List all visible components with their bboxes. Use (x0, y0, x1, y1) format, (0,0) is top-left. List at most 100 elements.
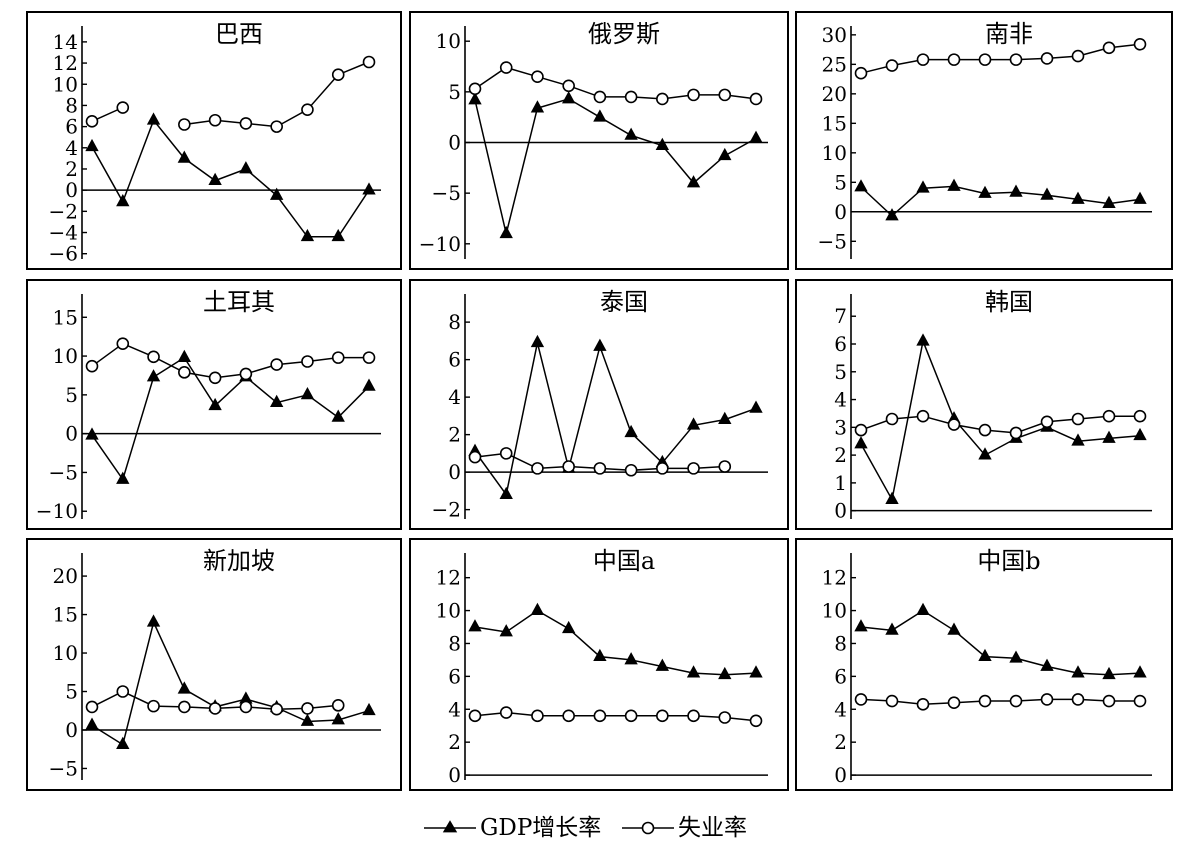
data-point-unemployment (718, 460, 732, 473)
y-tick-label: 12 (436, 566, 461, 590)
panel-frame (26, 538, 402, 791)
data-point-unemployment (562, 79, 575, 93)
legend-entry-unemployment: 失业率 (622, 815, 747, 841)
series-line-gdp (860, 609, 1141, 676)
panel-title: 韩国 (985, 288, 1033, 316)
series-gdp (854, 178, 1147, 221)
data-point-gdp (116, 736, 130, 750)
data-point-gdp (530, 602, 545, 615)
data-point-gdp (1133, 427, 1147, 441)
data-point-gdp (499, 486, 513, 500)
data-point-unemployment (749, 714, 763, 728)
data-point-unemployment (331, 68, 345, 82)
data-point-gdp (331, 712, 345, 725)
data-point-unemployment (331, 351, 345, 364)
panel-frame (409, 279, 789, 530)
data-point-unemployment (1071, 412, 1085, 426)
legend-gdp-label: GDP增长率 (480, 815, 601, 841)
y-tick-label: 15 (53, 305, 78, 329)
data-point-gdp (593, 338, 607, 351)
data-point-unemployment (624, 90, 638, 104)
data-point-unemployment (916, 409, 930, 423)
data-point-gdp (718, 411, 732, 425)
y-tick-label: 30 (822, 23, 847, 47)
series-gdp (85, 614, 376, 750)
y-tick-label: 0 (448, 763, 461, 787)
series-gdp (85, 112, 376, 242)
data-point-gdp (885, 208, 899, 221)
panel-frame (26, 279, 402, 530)
y-tick-label: 0 (448, 460, 461, 484)
data-point-unemployment (854, 423, 868, 437)
series-gdp (468, 334, 763, 500)
series-line-unemployment (860, 698, 1140, 706)
data-point-unemployment (854, 66, 868, 80)
data-point-gdp (655, 137, 670, 150)
data-point-gdp (300, 387, 315, 400)
series-gdp (468, 602, 763, 680)
y-tick-label: −4 (49, 221, 78, 245)
y-tick-label: 5 (65, 680, 78, 704)
data-point-gdp (116, 471, 130, 484)
data-point-gdp (177, 681, 192, 694)
data-point-unemployment (239, 700, 253, 714)
series-unemployment (85, 685, 345, 716)
legend-gdp-marker (442, 820, 458, 833)
data-point-gdp (1102, 666, 1116, 680)
panel-title: 中国b (977, 547, 1040, 575)
data-point-gdp (1102, 195, 1116, 208)
data-point-gdp (718, 147, 732, 161)
panel-title: 土耳其 (203, 288, 275, 316)
legend-entry-gdp: GDP增长率 (424, 815, 601, 841)
y-tick-label: 10 (436, 29, 461, 53)
data-point-gdp (468, 92, 482, 105)
y-tick-label: 2 (834, 730, 847, 754)
y-tick-label: −6 (49, 242, 78, 266)
y-tick-label: 2 (448, 423, 461, 447)
data-point-unemployment (885, 694, 899, 708)
y-tick-label: 25 (822, 52, 847, 76)
y-tick-label: 5 (834, 360, 847, 384)
chart-panel-9: 中国b 12 10 8 6 4 2 0 (795, 538, 1173, 791)
y-tick-label: 2 (834, 443, 847, 467)
data-point-gdp (1133, 191, 1147, 204)
data-point-unemployment (1009, 426, 1023, 440)
data-point-gdp (146, 614, 161, 627)
series-line-unemployment (860, 415, 1140, 434)
data-point-gdp (362, 378, 376, 391)
series-unemployment (85, 55, 376, 133)
y-tick-label: 2 (65, 157, 78, 181)
panel-title: 南非 (985, 20, 1033, 48)
data-point-unemployment (468, 82, 482, 96)
data-point-gdp (1071, 665, 1085, 678)
panel-title: 俄罗斯 (588, 20, 660, 48)
legend: GDP增长率 失业率 (424, 815, 747, 841)
chart-panel-6: 韩国 7 6 5 4 3 2 1 0 (795, 279, 1173, 530)
data-point-unemployment (239, 367, 253, 381)
data-point-gdp (718, 666, 732, 680)
chart-panel-3: 南非 30 25 20 15 10 5 0 −5 (795, 11, 1173, 270)
chart-panel-5: 泰国 8 6 4 2 0 −2 (409, 279, 789, 530)
series-gdp (468, 91, 763, 239)
panel-frame (409, 538, 789, 791)
data-point-unemployment (1133, 409, 1147, 423)
data-point-unemployment (978, 53, 992, 66)
data-point-unemployment (208, 702, 222, 715)
chart-panel-2: 俄罗斯 10 5 0 −5 −10 (409, 11, 789, 270)
series-line-unemployment (860, 43, 1141, 74)
series-line-gdp (91, 620, 370, 746)
data-point-gdp (300, 228, 315, 242)
data-point-unemployment (718, 88, 732, 102)
data-point-gdp (885, 622, 899, 635)
data-point-gdp (749, 400, 763, 413)
y-tick-label: 6 (834, 332, 847, 356)
data-point-unemployment (885, 59, 899, 72)
y-tick-label: −5 (49, 460, 78, 484)
data-point-unemployment (1040, 415, 1054, 429)
data-point-unemployment (593, 462, 607, 475)
series-line-gdp (860, 338, 1141, 502)
series-line-gdp (860, 185, 1141, 217)
data-point-gdp (1071, 191, 1085, 204)
series-unemployment (468, 706, 763, 728)
data-point-gdp (978, 447, 992, 460)
